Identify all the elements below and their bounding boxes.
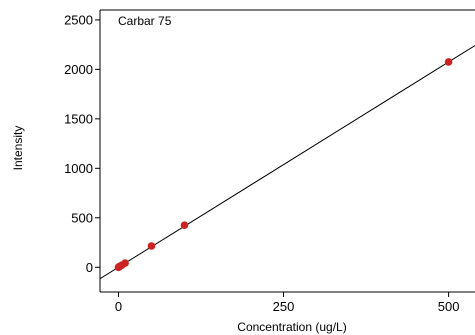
y-tick-label-2: 1000 <box>64 161 93 176</box>
x-tick-label-0: 0 <box>115 299 122 314</box>
y-tick-label-4: 2000 <box>64 62 93 77</box>
plot-frame <box>99 9 475 293</box>
fit-line <box>100 45 475 280</box>
y-tick-label-1: 500 <box>71 210 93 225</box>
y-tick-label-5: 2500 <box>64 12 93 27</box>
x-tick-label-2: 500 <box>438 299 460 314</box>
x-axis-title: Concentration (ug/L) <box>237 320 346 334</box>
data-points-layer <box>114 58 453 272</box>
data-point-4 <box>121 259 129 267</box>
y-tick-label-0: 0 <box>86 260 93 275</box>
y-axis-title: Intensity <box>11 126 25 171</box>
chart-title: Carbar 75 <box>118 14 172 28</box>
data-point-5 <box>147 242 156 250</box>
x-tick-label-1: 250 <box>273 299 295 314</box>
y-tick-label-3: 1500 <box>64 111 93 126</box>
data-point-7 <box>444 58 453 66</box>
data-point-6 <box>180 221 189 230</box>
fit-line-layer <box>100 45 475 280</box>
y-axis: 0 500 1000 1500 2000 2500 <box>64 12 100 275</box>
x-axis: 0 250 500 <box>115 292 460 314</box>
